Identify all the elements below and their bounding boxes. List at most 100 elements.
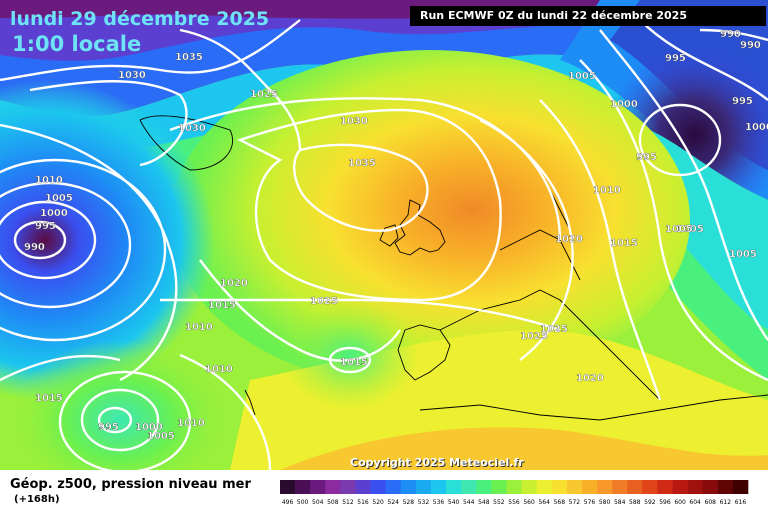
lead-time: (+168h)	[14, 494, 60, 505]
isobar-label: 1005	[147, 431, 175, 442]
legend-swatch	[551, 480, 568, 494]
legend-tick-label: 584	[614, 499, 626, 506]
isobar-label: 1015	[208, 300, 236, 311]
legend-swatch	[581, 480, 598, 494]
legend-swatch	[325, 480, 341, 494]
legend-swatch	[702, 480, 719, 494]
legend-swatch	[400, 480, 417, 494]
legend-tick-label: 496	[282, 499, 294, 506]
legend-tick-label: 564	[538, 499, 550, 506]
legend-swatch	[430, 480, 447, 494]
isobar-label: 1025	[520, 331, 548, 342]
legend-swatch	[355, 480, 371, 494]
legend-tick-label: 572	[569, 499, 581, 506]
isobar-label: 1015	[340, 357, 368, 368]
legend-tick-label: 612	[720, 499, 732, 506]
isobar-label: 1025	[310, 296, 338, 307]
isobar-label: 995	[636, 152, 657, 163]
isobar-label: 1015	[35, 393, 63, 404]
legend-tick-label: 532	[418, 499, 430, 506]
legend-tick-label: 608	[705, 499, 717, 506]
low-southwest	[10, 340, 230, 470]
legend-swatch	[687, 480, 704, 494]
legend-swatch	[627, 480, 643, 494]
isobar-label: 990	[740, 40, 761, 51]
isobar-label: 1010	[35, 175, 63, 186]
forecast-time: 1:00 locale	[12, 32, 142, 56]
legend-tick-label: 528	[403, 499, 415, 506]
legend-swatch	[717, 480, 734, 494]
legend-swatch	[461, 480, 477, 494]
legend-tick-label: 516	[357, 499, 369, 506]
legend-tick-label: 588	[629, 499, 641, 506]
high-central	[170, 50, 690, 390]
isobar-lines	[0, 19, 768, 470]
legend-swatch	[370, 480, 386, 494]
legend-tick-label: 556	[508, 499, 520, 506]
isobar-label: 995	[98, 422, 119, 433]
isobar-label: 1020	[220, 278, 248, 289]
isobar-label: 1015	[610, 238, 638, 249]
legend-swatch	[385, 480, 402, 494]
isobar-label: 1035	[348, 158, 376, 169]
legend-tick-label: 500	[297, 499, 309, 506]
legend-tick-label: 536	[433, 499, 445, 506]
legend-tick-label: 600	[674, 499, 686, 506]
legend-tick-label: 508	[327, 499, 339, 506]
legend-tick-label: 560	[523, 499, 535, 506]
legend-swatch	[295, 480, 311, 494]
legend-swatch	[340, 480, 356, 494]
isobar-label: 1010	[177, 418, 205, 429]
legend-swatch	[642, 480, 658, 494]
legend-swatch	[476, 480, 492, 494]
legend-tick-label: 540	[448, 499, 460, 506]
low-midatlantic	[280, 300, 420, 410]
legend-tick-label: 580	[599, 499, 611, 506]
legend-tick-label: 604	[689, 499, 701, 506]
isobar-label: 1010	[593, 185, 621, 196]
legend-swatch	[566, 480, 583, 494]
isobar-label: 1000	[610, 99, 638, 110]
south-orange	[280, 427, 768, 470]
isobar-label: 1005	[45, 193, 73, 204]
isobar-label: 1020	[555, 234, 583, 245]
legend-swatch	[491, 480, 507, 494]
geopotential-map: 1035 1030 1025 1030 1035 1030 1010 1005 …	[0, 0, 768, 470]
forecast-date: lundi 29 décembre 2025	[10, 8, 270, 30]
legend-tick-label: 552	[493, 499, 505, 506]
legend-swatch	[280, 480, 296, 494]
legend-swatch	[732, 480, 749, 494]
field-description: Géop. z500, pression niveau mer	[10, 477, 251, 492]
legend-tick-label: 596	[659, 499, 671, 506]
legend-tick-label: 548	[478, 499, 490, 506]
legend-tick-label: 512	[342, 499, 354, 506]
legend-swatch	[415, 480, 432, 494]
legend-tick-label: 524	[388, 499, 400, 506]
isobar-label: 990	[720, 29, 741, 40]
legend-tick-label: 520	[372, 499, 384, 506]
legend-tick-label: 576	[584, 499, 596, 506]
legend-swatch	[521, 480, 537, 494]
model-run-label: Run ECMWF 0Z du lundi 22 décembre 2025	[410, 6, 766, 26]
isobar-label: 995	[732, 96, 753, 107]
isobar-label: 1025	[250, 89, 278, 100]
color-scale-legend: 496 500 504 508 512 516 520 524 528 532 536 540 544 5…	[280, 480, 749, 506]
legend-swatch	[612, 480, 628, 494]
isobar-label: 995	[665, 53, 686, 64]
isobar-label: 1005	[568, 71, 596, 82]
isobar-label: 1030	[340, 116, 368, 127]
isobar-label: 1000	[135, 422, 163, 433]
isobar-label: 1035	[175, 52, 203, 63]
legend-tick-label: 504	[312, 499, 324, 506]
isobar-label: 1010	[205, 364, 233, 375]
isobar-label: 1025	[540, 324, 568, 335]
copyright-notice: Copyright 2025 Meteociel.fr	[350, 456, 524, 469]
isobar-label: 1000	[40, 208, 68, 219]
legend-swatch	[310, 480, 326, 494]
isobar-label: 1005	[729, 249, 757, 260]
legend-swatch	[672, 480, 688, 494]
isobar-label: 1000	[745, 122, 768, 133]
isobar-label: 990	[24, 242, 45, 253]
isobar-label: 1005	[665, 224, 693, 235]
